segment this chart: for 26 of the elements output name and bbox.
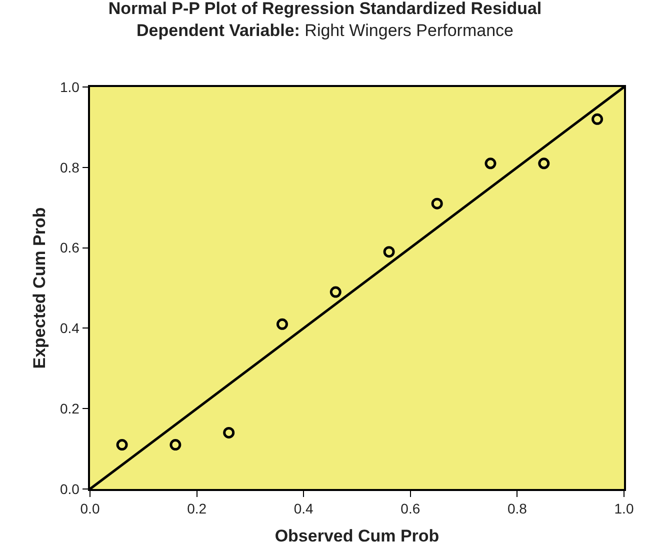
point <box>170 439 182 451</box>
point <box>116 439 128 451</box>
x-tick-label: 1.0 <box>614 500 634 517</box>
y-tick-label: 0.0 <box>60 480 80 497</box>
x-tick-label: 0.2 <box>187 500 207 517</box>
point <box>431 198 443 210</box>
y-tick-label: 1.0 <box>60 78 80 95</box>
point <box>330 286 342 298</box>
x-tick-label: 0.8 <box>507 500 528 517</box>
point <box>276 318 288 330</box>
y-tick-label: 0.6 <box>60 240 80 256</box>
point <box>223 426 235 438</box>
point <box>592 113 604 125</box>
chart-subtitle: Dependent Variable: Right Wingers Performance <box>136 20 514 40</box>
y-axis-title: Expected Cum Prob <box>30 207 50 369</box>
chart-title: Normal P-P Plot of Regression Standardized Residual <box>108 0 542 18</box>
point <box>383 246 395 258</box>
x-axis-title: Observed Cum Prob <box>274 526 440 546</box>
y-tick-label: 0.2 <box>60 400 80 416</box>
x-tick-label: 0.0 <box>80 500 100 517</box>
point <box>538 158 550 170</box>
y-tick-label: 0.4 <box>60 320 80 336</box>
x-tick-label: 0.4 <box>294 500 314 517</box>
x-tick-label: 0.6 <box>400 500 420 517</box>
point <box>484 158 496 170</box>
y-tick-label: 0.8 <box>60 159 80 176</box>
